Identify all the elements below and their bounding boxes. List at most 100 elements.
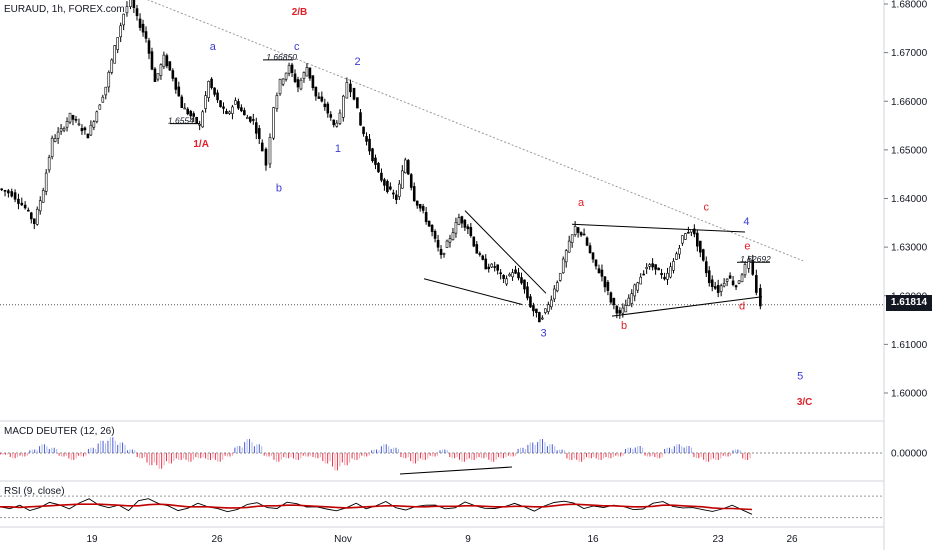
macd-bar [644, 453, 646, 456]
macd-bar [471, 453, 473, 460]
candle-body [234, 100, 237, 105]
candle-body [535, 308, 538, 313]
candle-body [228, 111, 231, 114]
candle-body [380, 172, 383, 181]
candle-body [612, 298, 616, 306]
macd-bar [36, 450, 38, 453]
macd-bar [68, 453, 70, 459]
macd-bar [598, 453, 600, 460]
macd-bar [542, 439, 544, 453]
candle-body [463, 219, 467, 228]
triangle-upper-line [571, 223, 746, 233]
candle-body [104, 86, 108, 96]
candle-body [386, 180, 389, 192]
macd-bar [90, 447, 92, 453]
macd-bar [166, 453, 168, 462]
macd-bar [522, 447, 524, 453]
macd-bar [546, 446, 548, 453]
symbol-label: EURAUD, 1h, FOREX.com [4, 4, 125, 15]
macd-bar [397, 448, 399, 453]
candle-body [418, 204, 422, 209]
candle-body [701, 249, 705, 261]
macd-bar [502, 453, 504, 459]
candle-body [395, 194, 398, 200]
macd-bar [317, 453, 319, 459]
macd-bar [234, 447, 236, 453]
macd-bar [302, 453, 304, 456]
y-tick-label: 1.63000 [891, 243, 928, 254]
candle-body [547, 304, 550, 312]
macd-bar [14, 453, 16, 459]
candle-body [696, 232, 699, 247]
rsi-label: RSI (9, close) [4, 486, 65, 497]
macd-bar [356, 453, 358, 460]
macd-bar [647, 453, 649, 457]
candle-body [481, 255, 485, 260]
macd-bar [712, 453, 714, 459]
macd-bar [163, 453, 165, 466]
macd-bar [7, 453, 9, 455]
macd-bar [493, 453, 495, 462]
macd-bar [515, 453, 517, 456]
macd-bar [63, 453, 65, 457]
candle-body [141, 23, 145, 33]
macd-bar [686, 446, 688, 453]
macd-bar [590, 453, 592, 459]
candle-body [466, 226, 470, 230]
macd-bar [427, 453, 429, 459]
candle-body [27, 209, 30, 212]
macd-bar [183, 453, 185, 459]
macd-bar [275, 453, 277, 462]
macd-bar [354, 453, 356, 460]
macd-bar [175, 453, 177, 459]
candle-body [135, 8, 139, 17]
macd-bar [17, 453, 19, 458]
candle-body [110, 59, 114, 73]
candle-body [284, 72, 288, 80]
candle-body [198, 123, 201, 126]
candle-body [558, 273, 562, 281]
candle-body [183, 107, 187, 110]
macd-bar [2, 453, 4, 455]
macd-bar [217, 453, 219, 462]
macd-bar [466, 453, 468, 460]
macd-bar [329, 453, 331, 462]
candle-body [150, 51, 154, 70]
macd-bar [566, 453, 568, 459]
macd-bar [102, 440, 104, 453]
candle-body [436, 239, 440, 248]
macd-zero-label: 0.00000 [891, 449, 928, 460]
candle-body [17, 198, 20, 204]
candle-body [487, 266, 491, 270]
macd-bar [139, 453, 141, 459]
macd-bar [505, 453, 507, 458]
candle-body [329, 114, 333, 118]
macd-bar [85, 453, 87, 456]
macd-bar [681, 446, 683, 453]
wave-label: 1.66850 [266, 52, 297, 62]
macd-bar [703, 453, 705, 460]
candle-body [356, 97, 359, 109]
candle-body [47, 157, 51, 171]
candle-body [35, 208, 39, 225]
wave-label: a [578, 197, 585, 209]
macd-bar [717, 453, 719, 460]
macd-bar [200, 453, 202, 459]
macd-bar [168, 453, 170, 464]
macd-bar [285, 453, 287, 459]
candle-body [371, 148, 374, 162]
candle-body [13, 192, 17, 200]
candle-body [627, 297, 631, 307]
candle-body [663, 276, 666, 280]
macd-bar [327, 453, 329, 464]
candle-body [406, 160, 410, 175]
candle-body [594, 259, 598, 267]
candle-body [177, 86, 181, 97]
macd-bar [495, 453, 497, 460]
candle-body [0, 188, 3, 191]
macd-bar [297, 453, 299, 460]
macd-bar [693, 453, 695, 458]
macd-bar [446, 450, 448, 453]
macd-bar [634, 447, 636, 453]
